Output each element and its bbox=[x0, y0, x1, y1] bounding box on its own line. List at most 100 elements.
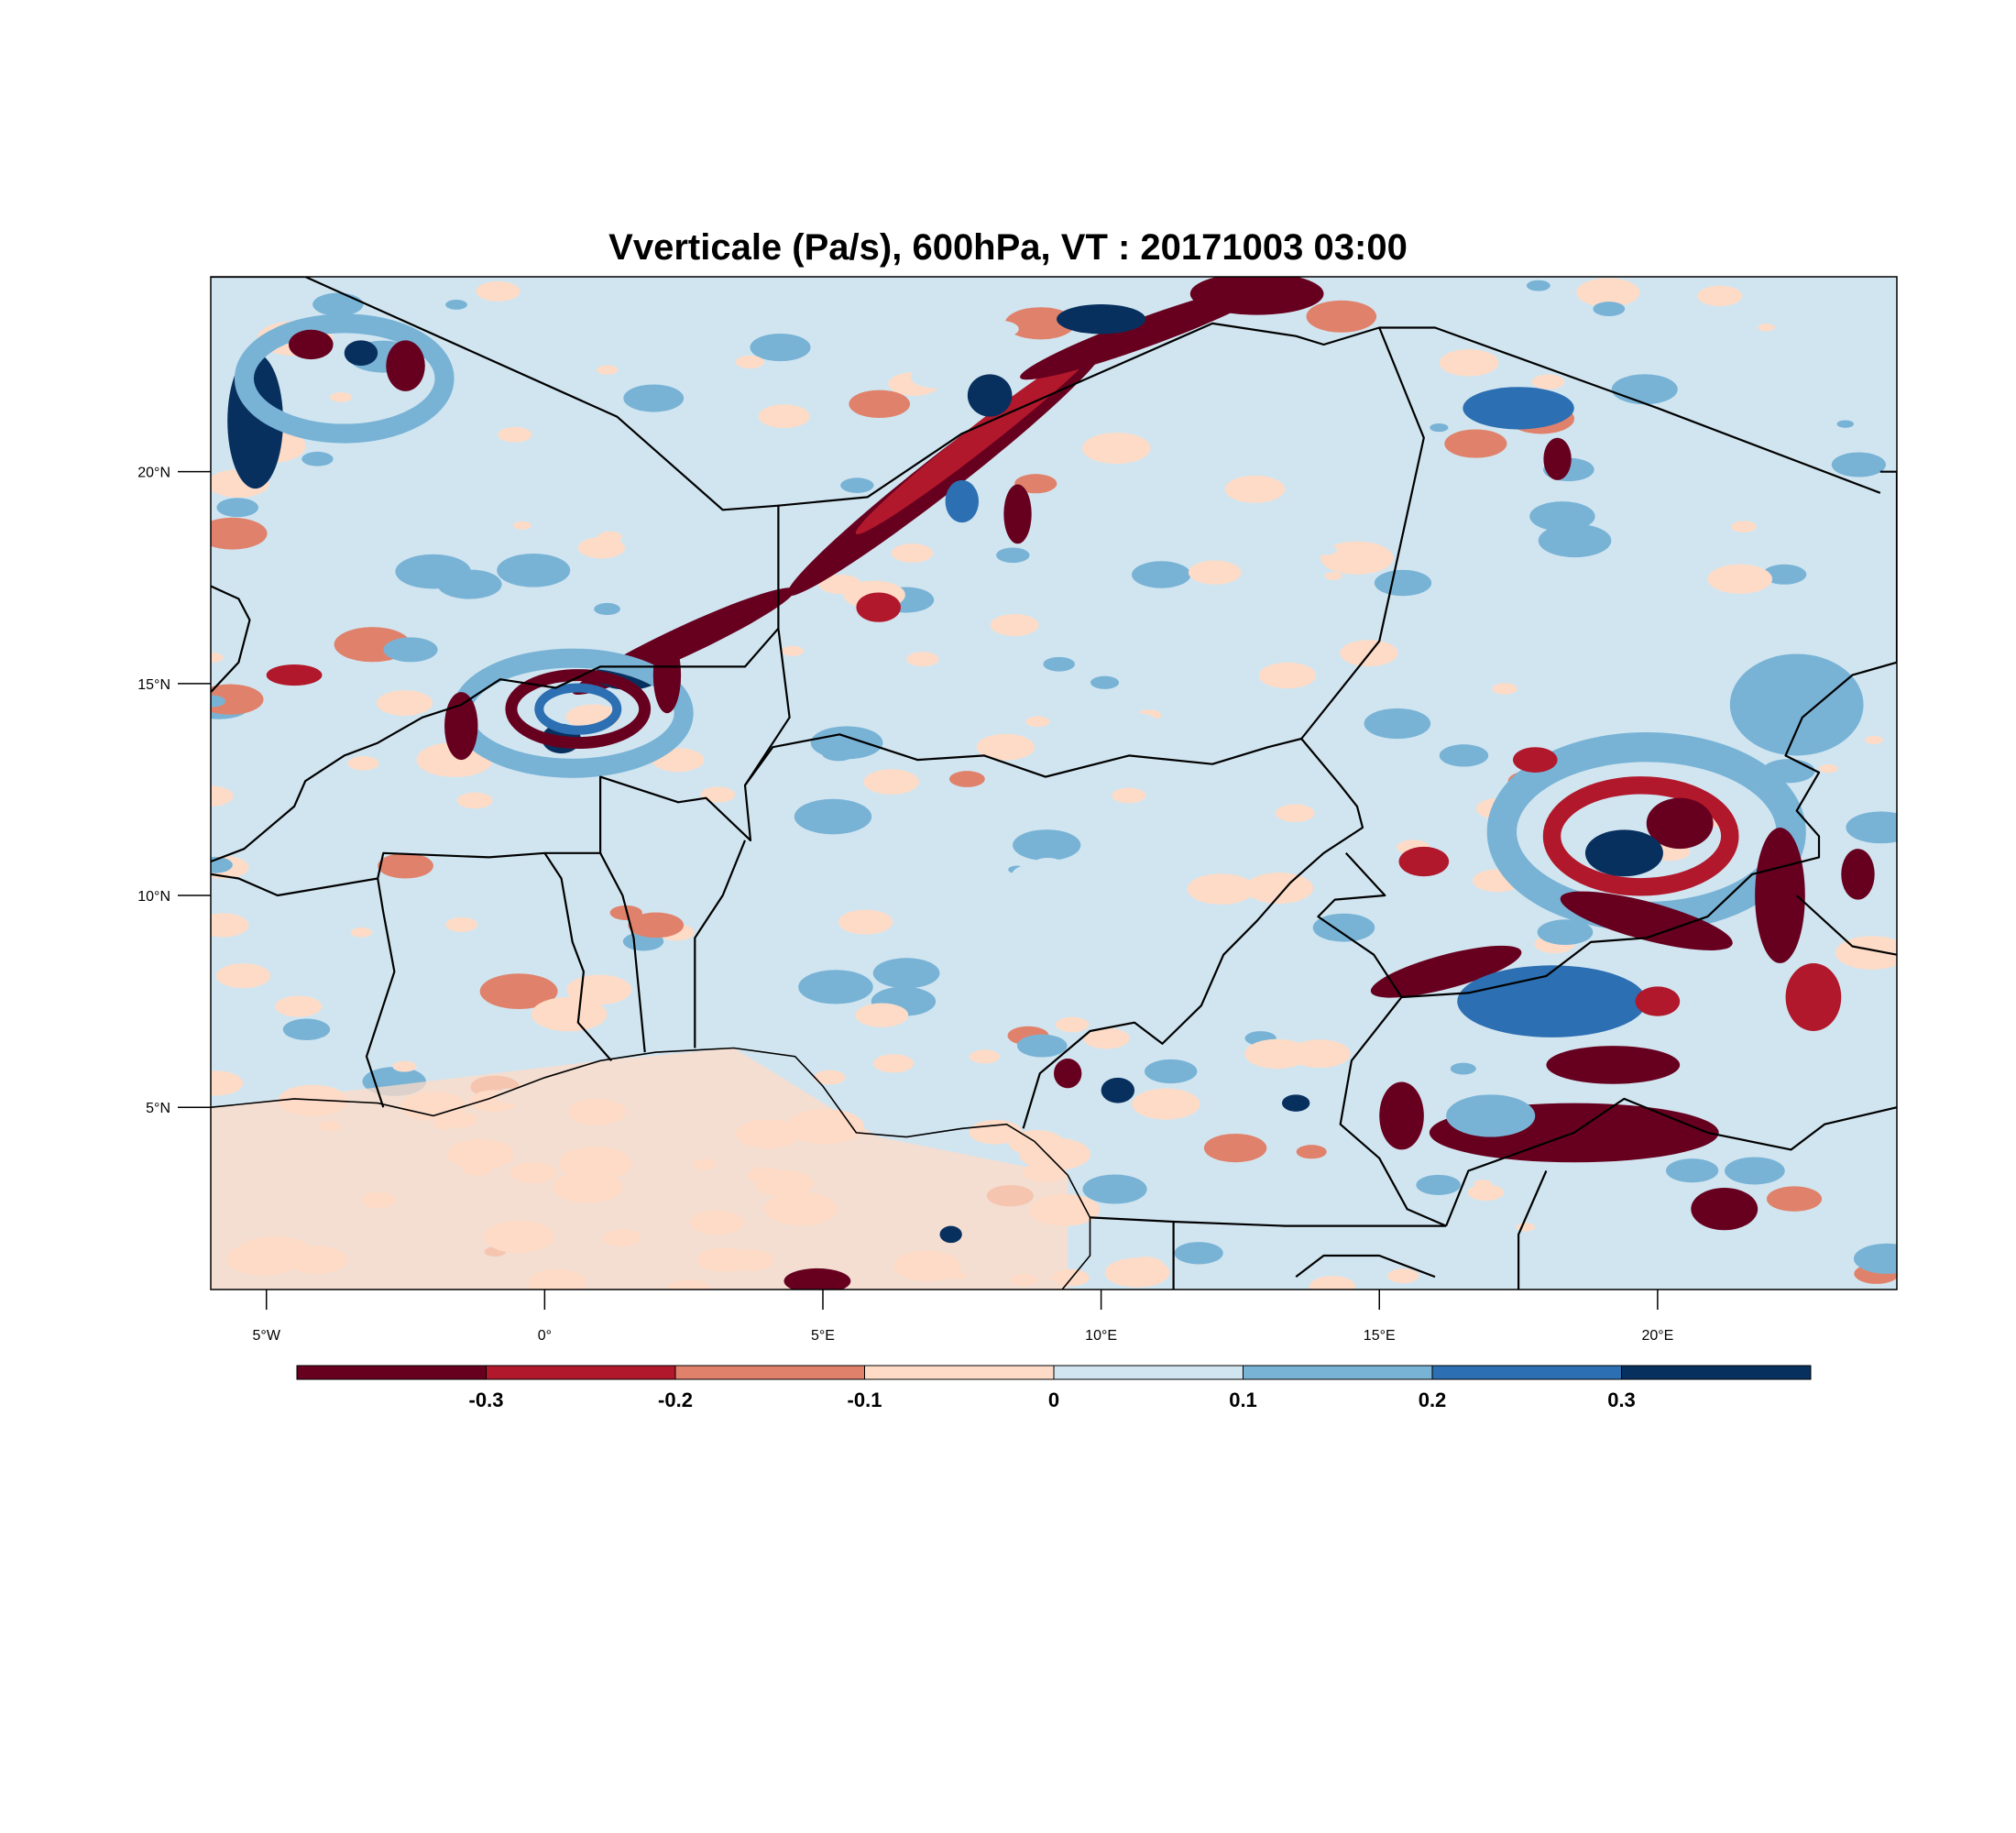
colorbar-swatch bbox=[1621, 1365, 1812, 1380]
field-patch bbox=[347, 756, 379, 771]
field-cell bbox=[1281, 1094, 1310, 1112]
field-cell bbox=[1635, 986, 1681, 1016]
field-patch bbox=[449, 602, 488, 620]
field-ring bbox=[234, 313, 455, 444]
field-patch bbox=[1492, 683, 1517, 695]
field-patch bbox=[1083, 1027, 1130, 1049]
field-patch bbox=[1004, 307, 1076, 340]
field-patch bbox=[1364, 708, 1431, 740]
field-cell bbox=[1512, 747, 1558, 773]
field-patch bbox=[1187, 873, 1255, 905]
border-line bbox=[211, 585, 251, 693]
field-cell bbox=[344, 340, 378, 367]
field-patch bbox=[1801, 1088, 1844, 1108]
field-patch bbox=[1160, 1097, 1181, 1107]
field-patch bbox=[597, 365, 619, 375]
field-patch bbox=[1538, 523, 1612, 558]
field-patch bbox=[1766, 1186, 1823, 1212]
field-patch bbox=[1035, 509, 1089, 533]
field-patch bbox=[1576, 1088, 1598, 1098]
colorbar-swatch bbox=[1053, 1365, 1244, 1380]
field-patch bbox=[1464, 576, 1503, 594]
field-patch bbox=[1082, 1174, 1147, 1204]
border-line bbox=[1339, 470, 1897, 1227]
field-patch bbox=[781, 645, 805, 656]
border-line bbox=[694, 840, 747, 1048]
lat-tick-label: 15°N bbox=[137, 677, 170, 693]
field-patch bbox=[1320, 541, 1394, 575]
field-patch bbox=[1013, 829, 1081, 862]
field-patch bbox=[783, 610, 836, 635]
country-borders bbox=[211, 277, 1897, 1290]
field-patch bbox=[623, 384, 685, 412]
field-patch bbox=[1112, 787, 1146, 804]
field-patch bbox=[818, 574, 862, 595]
map-frame bbox=[210, 276, 1898, 1290]
field-patch bbox=[794, 798, 872, 835]
field-patch bbox=[1621, 291, 1695, 326]
field-cell bbox=[1543, 437, 1572, 480]
colorbar: -0.3 -0.2 -0.1 0 0.1 0.2 0.3 bbox=[296, 1365, 1812, 1411]
border-line bbox=[1517, 1170, 1548, 1290]
field-patch bbox=[211, 785, 234, 807]
field-patch bbox=[1439, 744, 1489, 767]
field-patch bbox=[1012, 863, 1058, 885]
colorbar-label: 0.2 bbox=[1419, 1388, 1447, 1411]
colorbar-swatch bbox=[296, 1365, 487, 1380]
field-patch bbox=[1529, 501, 1595, 532]
map-title: Vverticale (Pa/s), 600hPa, VT : 20171003… bbox=[608, 227, 1408, 268]
field-cell bbox=[266, 664, 323, 686]
field-patch bbox=[1055, 1016, 1090, 1033]
field-patch bbox=[1407, 1201, 1428, 1211]
field-patch bbox=[282, 1018, 331, 1040]
field-cell bbox=[1189, 277, 1324, 315]
field-patch bbox=[798, 970, 873, 1004]
coastline bbox=[211, 1047, 1091, 1290]
field-patch bbox=[1731, 521, 1757, 533]
field-patch bbox=[735, 355, 764, 369]
field-patch bbox=[1853, 1243, 1897, 1274]
field-patch bbox=[1820, 382, 1863, 402]
colorbar-label: 0.3 bbox=[1607, 1388, 1636, 1411]
border-line bbox=[778, 322, 1881, 507]
field-patch bbox=[1516, 1223, 1535, 1232]
field-patch bbox=[1244, 1038, 1309, 1070]
field-patch bbox=[872, 958, 940, 989]
field-patch bbox=[891, 543, 934, 563]
field-cell bbox=[939, 1225, 962, 1244]
field-patch bbox=[1270, 620, 1299, 633]
field-patch bbox=[1145, 1059, 1198, 1084]
field-patch bbox=[1526, 280, 1550, 291]
field-patch bbox=[1697, 285, 1743, 307]
field-cell bbox=[628, 912, 685, 938]
field-patch bbox=[752, 767, 774, 778]
field-patch bbox=[1016, 1034, 1068, 1058]
colorbar-label: -0.3 bbox=[469, 1388, 504, 1411]
field-patch bbox=[211, 695, 225, 708]
field-patch bbox=[1831, 452, 1887, 477]
field-patch bbox=[838, 909, 893, 935]
border-line bbox=[1317, 852, 1403, 998]
lat-tick-label: 10°N bbox=[137, 889, 170, 905]
field-patch bbox=[990, 613, 1039, 637]
field-cell bbox=[1729, 653, 1864, 756]
field-patch bbox=[872, 1054, 915, 1073]
field-patch bbox=[1450, 1062, 1476, 1075]
field-patch bbox=[290, 528, 335, 549]
field-patch bbox=[863, 769, 919, 795]
field-patch bbox=[910, 365, 962, 389]
field-patch bbox=[343, 1070, 369, 1082]
field-patch bbox=[1819, 763, 1838, 774]
field-patch bbox=[1188, 560, 1242, 585]
field-patch bbox=[996, 547, 1030, 564]
field-cell bbox=[856, 592, 902, 622]
field-patch bbox=[1275, 804, 1315, 822]
field-cell bbox=[1054, 1059, 1082, 1089]
ocean-field-zone bbox=[211, 1048, 1068, 1290]
field-patch bbox=[1531, 374, 1565, 390]
field-ring bbox=[505, 669, 652, 750]
field-patch bbox=[1430, 423, 1449, 433]
field-patch bbox=[1258, 662, 1317, 689]
field-patch bbox=[981, 320, 1019, 338]
field-patch bbox=[1292, 1021, 1317, 1033]
